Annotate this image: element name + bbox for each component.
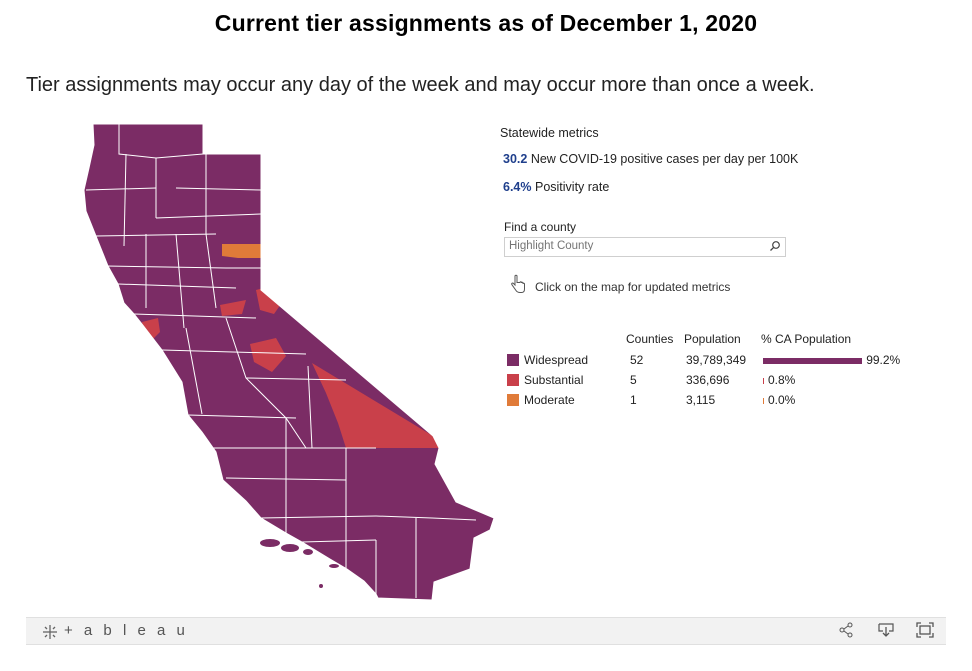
positivity-value: 6.4% [503,180,532,194]
search-icon[interactable] [769,240,781,255]
tableau-toolbar: + a b l e a u [26,617,946,645]
legend-header-population: Population [684,332,741,346]
cases-label: New COVID-19 positive cases per day per … [530,152,799,166]
legend-row-widespread[interactable]: Widespread 52 39,789,349 99.2% [500,350,940,368]
tier-counties: 1 [630,393,637,407]
channel-islands [260,539,339,588]
tier-label: Widespread [524,353,589,367]
tier-population: 39,789,349 [686,353,747,367]
positivity-label: Positivity rate [534,180,610,194]
tier-label: Moderate [524,393,575,407]
county-search-input[interactable] [505,238,759,254]
download-icon[interactable] [877,622,895,643]
share-icon[interactable] [838,622,854,643]
tier-counties: 52 [630,353,644,367]
tier-population: 336,696 [686,373,730,387]
county-alpine[interactable] [220,300,246,316]
legend-row-substantial[interactable]: Substantial 5 336,696 0.8% [500,370,940,388]
fullscreen-icon[interactable] [916,622,934,643]
statewide-metrics-heading: Statewide metrics [500,126,599,140]
tier-pct-bar [763,398,764,404]
county-borders [85,124,477,598]
widespread-swatch [507,354,519,366]
cases-value: 30.2 [503,152,528,166]
tier-population: 3,115 [686,393,716,407]
pointer-hand-icon [510,274,526,297]
tier-pct-bar [763,358,863,364]
substantial-swatch [507,374,519,386]
tier-pct-bar [763,378,764,384]
tier-pct-label: 0.0% [768,393,796,407]
moderate-swatch [507,394,519,406]
county-search-box[interactable] [504,237,786,257]
cases-metric: 30.2 New COVID-19 positive cases per day… [503,152,798,166]
tableau-wordmark: + a b l e a u [64,622,189,639]
legend-header-pct: % CA Population [761,332,852,346]
county-mariposa[interactable] [250,338,286,372]
positivity-metric: 6.4% Positivity rate [503,180,609,194]
page-title: Current tier assignments as of December … [214,10,758,36]
map-hint-text: Click on the map for updated metrics [535,280,731,294]
tableau-mark-icon [42,624,58,644]
tier-pct-label: 0.8% [768,373,796,387]
tier-label: Substantial [524,373,584,387]
page-subtitle: Tier assignments may occur any day of th… [26,74,815,96]
california-county-map[interactable] [76,118,496,603]
find-county-label: Find a county [504,220,577,234]
tier-counties: 5 [630,373,637,387]
state-outline [83,123,495,601]
county-inyo[interactable] [312,363,439,448]
tier-pct-label: 99.2% [866,353,901,367]
legend-row-moderate[interactable]: Moderate 1 3,115 0.0% [500,390,940,408]
legend-header-counties: Counties [626,332,674,346]
county-sierra[interactable] [222,244,261,258]
